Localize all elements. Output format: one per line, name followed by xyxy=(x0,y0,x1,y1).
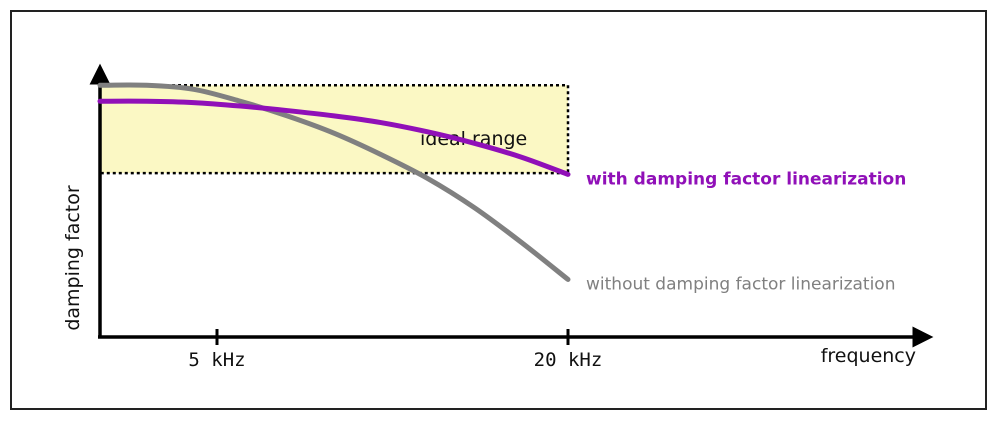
y-axis-label: damping factor xyxy=(62,185,84,331)
chart-frame xyxy=(10,10,987,410)
x-tick-label: 20 kHz xyxy=(534,349,603,371)
series-line xyxy=(97,98,571,177)
series-line xyxy=(97,82,571,282)
x-tick-label: 5 kHz xyxy=(188,349,245,371)
series-label: with damping factor linearization xyxy=(586,169,906,189)
x-axis-label: frequency xyxy=(821,345,916,367)
series-label: without damping factor linearization xyxy=(586,274,896,294)
ideal-range-label: ideal range xyxy=(420,128,527,150)
